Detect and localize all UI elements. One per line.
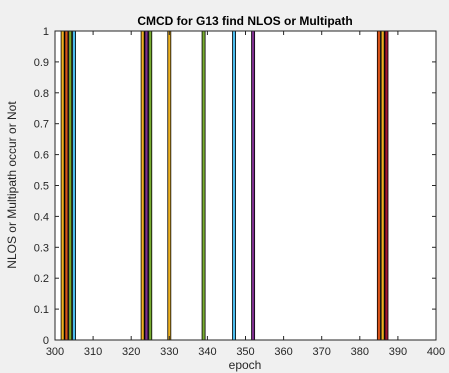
plot-area xyxy=(55,31,436,340)
bar-epoch-324 xyxy=(144,30,149,341)
bar-epoch-302 xyxy=(60,30,65,341)
y-axis-label: NLOS or Multipath occur or Not xyxy=(5,101,19,269)
chart-title: CMCD for G13 find NLOS or Multipath xyxy=(137,14,352,28)
bar-epoch-303 xyxy=(64,30,69,341)
x-tick-label: 360 xyxy=(274,346,292,358)
bar-epoch-323 xyxy=(140,30,145,341)
bar-epoch-385 xyxy=(376,30,381,341)
x-tick-label: 330 xyxy=(160,346,178,358)
y-tick-label: 0.4 xyxy=(34,211,49,223)
bar-epoch-347 xyxy=(232,30,236,341)
x-tick-label: 320 xyxy=(122,346,140,358)
bar-epoch-330 xyxy=(167,30,172,341)
y-axis-ticks: 0 0.1 0.2 0.3 0.4 0.5 0.6 0.7 0.8 0.9 1 xyxy=(34,26,436,347)
x-tick-label: 390 xyxy=(389,346,407,358)
y-tick-label: 0.2 xyxy=(34,273,49,285)
bar-epoch-304 xyxy=(68,30,73,341)
bar-epoch-305 xyxy=(72,30,76,341)
y-tick-label: 0.3 xyxy=(34,242,49,254)
x-axis-label: epoch xyxy=(229,358,262,372)
y-tick-label: 0 xyxy=(43,335,49,347)
x-tick-label: 400 xyxy=(427,346,445,358)
bar-epoch-352 xyxy=(251,30,256,341)
y-tick-label: 0.6 xyxy=(34,150,49,162)
x-tick-label: 340 xyxy=(198,346,216,358)
y-tick-label: 1 xyxy=(43,26,49,38)
y-tick-label: 0.1 xyxy=(34,304,49,316)
y-tick-label: 0.8 xyxy=(34,88,49,100)
x-tick-label: 300 xyxy=(46,346,64,358)
x-axis-ticks: 300 310 320 330 340 350 360 370 380 390 400 xyxy=(46,31,445,358)
y-tick-label: 0.5 xyxy=(34,181,49,193)
bar-epoch-387 xyxy=(384,30,389,341)
bar-epoch-339 xyxy=(201,30,206,341)
bar-epoch-386 xyxy=(380,30,385,341)
y-tick-label: 0.7 xyxy=(34,119,49,131)
x-tick-label: 380 xyxy=(351,346,369,358)
x-tick-label: 310 xyxy=(84,346,102,358)
x-tick-label: 350 xyxy=(236,346,254,358)
bar-epoch-325 xyxy=(148,30,153,341)
x-tick-label: 370 xyxy=(313,346,331,358)
y-tick-label: 0.9 xyxy=(34,57,49,69)
